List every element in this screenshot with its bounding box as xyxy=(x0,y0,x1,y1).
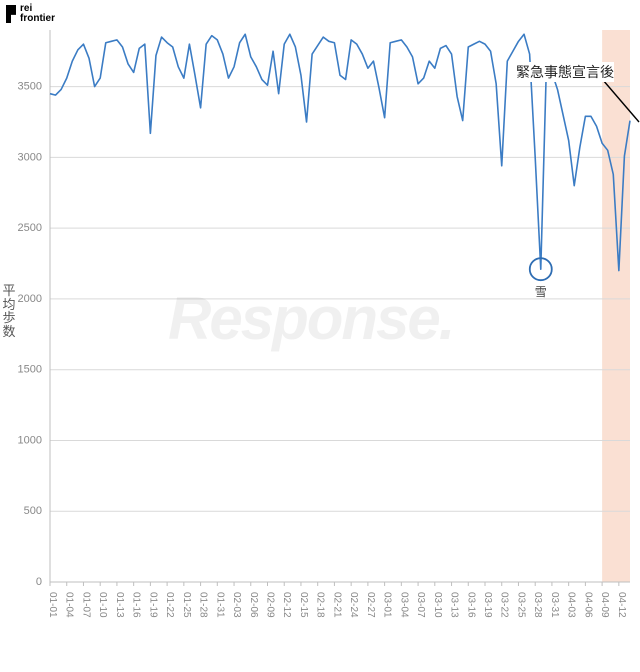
x-tick-label: 03-22 xyxy=(499,592,510,618)
x-tick-label: 03-25 xyxy=(515,592,526,618)
x-tick-label: 03-28 xyxy=(532,592,543,618)
y-tick-label: 2500 xyxy=(18,222,42,234)
x-tick-label: 03-10 xyxy=(432,592,443,618)
x-tick-label: 01-07 xyxy=(80,592,91,618)
y-tick-label: 500 xyxy=(24,505,42,517)
x-tick-label: 03-31 xyxy=(549,592,560,618)
x-tick-label: 04-06 xyxy=(582,592,593,618)
x-tick-label: 03-16 xyxy=(465,592,476,618)
x-tick-label: 02-21 xyxy=(331,592,342,618)
x-tick-label: 01-25 xyxy=(181,592,192,618)
x-tick-label: 03-01 xyxy=(382,592,393,618)
x-tick-label: 01-19 xyxy=(147,592,158,618)
y-tick-label: 2000 xyxy=(18,293,42,305)
x-tick-label: 01-28 xyxy=(198,592,209,618)
x-tick-label: 03-19 xyxy=(482,592,493,618)
x-tick-label: 04-12 xyxy=(616,592,627,618)
x-tick-label: 01-04 xyxy=(64,592,75,618)
x-tick-label: 02-15 xyxy=(298,592,309,618)
x-tick-label: 01-10 xyxy=(97,592,108,618)
x-tick-label: 04-09 xyxy=(599,592,610,618)
x-tick-label: 02-24 xyxy=(348,592,359,618)
logo-mark xyxy=(6,5,16,23)
snow-annotation-label: 雪 xyxy=(535,285,547,299)
chart-container: rei frontier Response. 05001000150020002… xyxy=(0,0,640,672)
x-tick-label: 02-18 xyxy=(315,592,326,618)
y-axis-label: 平均歩数 xyxy=(2,284,16,339)
x-tick-label: 02-27 xyxy=(365,592,376,618)
x-tick-label: 01-16 xyxy=(131,592,142,618)
line-chart: 0 500 1000 1500 2000 2500 3000 3500 雪 01-01 01-04 0… xyxy=(0,0,640,672)
x-tick-label: 03-04 xyxy=(398,592,409,618)
callout-label: 緊急事態宣言後 xyxy=(516,62,614,82)
x-tick-label: 02-03 xyxy=(231,592,242,618)
x-tick-label: 01-01 xyxy=(47,592,58,618)
x-tick-label: 02-12 xyxy=(281,592,292,618)
y-tick-label: 0 xyxy=(36,576,42,588)
x-tick-label: 03-07 xyxy=(415,592,426,618)
x-tick-label: 01-13 xyxy=(114,592,125,618)
y-tick-label: 1000 xyxy=(18,434,42,446)
x-tick-label: 02-06 xyxy=(248,592,259,618)
x-tick-label: 01-31 xyxy=(214,592,225,618)
x-tick-label: 01-22 xyxy=(164,592,175,618)
logo: rei frontier xyxy=(6,4,55,24)
highlight-band xyxy=(602,30,630,582)
logo-text: rei frontier xyxy=(20,4,55,24)
y-tick-label: 3500 xyxy=(18,81,42,93)
x-tick-label: 04-03 xyxy=(566,592,577,618)
x-tick-label: 02-09 xyxy=(265,592,276,618)
y-tick-label: 1500 xyxy=(18,364,42,376)
x-tick-label: 03-13 xyxy=(449,592,460,618)
y-tick-label: 3000 xyxy=(18,151,42,163)
